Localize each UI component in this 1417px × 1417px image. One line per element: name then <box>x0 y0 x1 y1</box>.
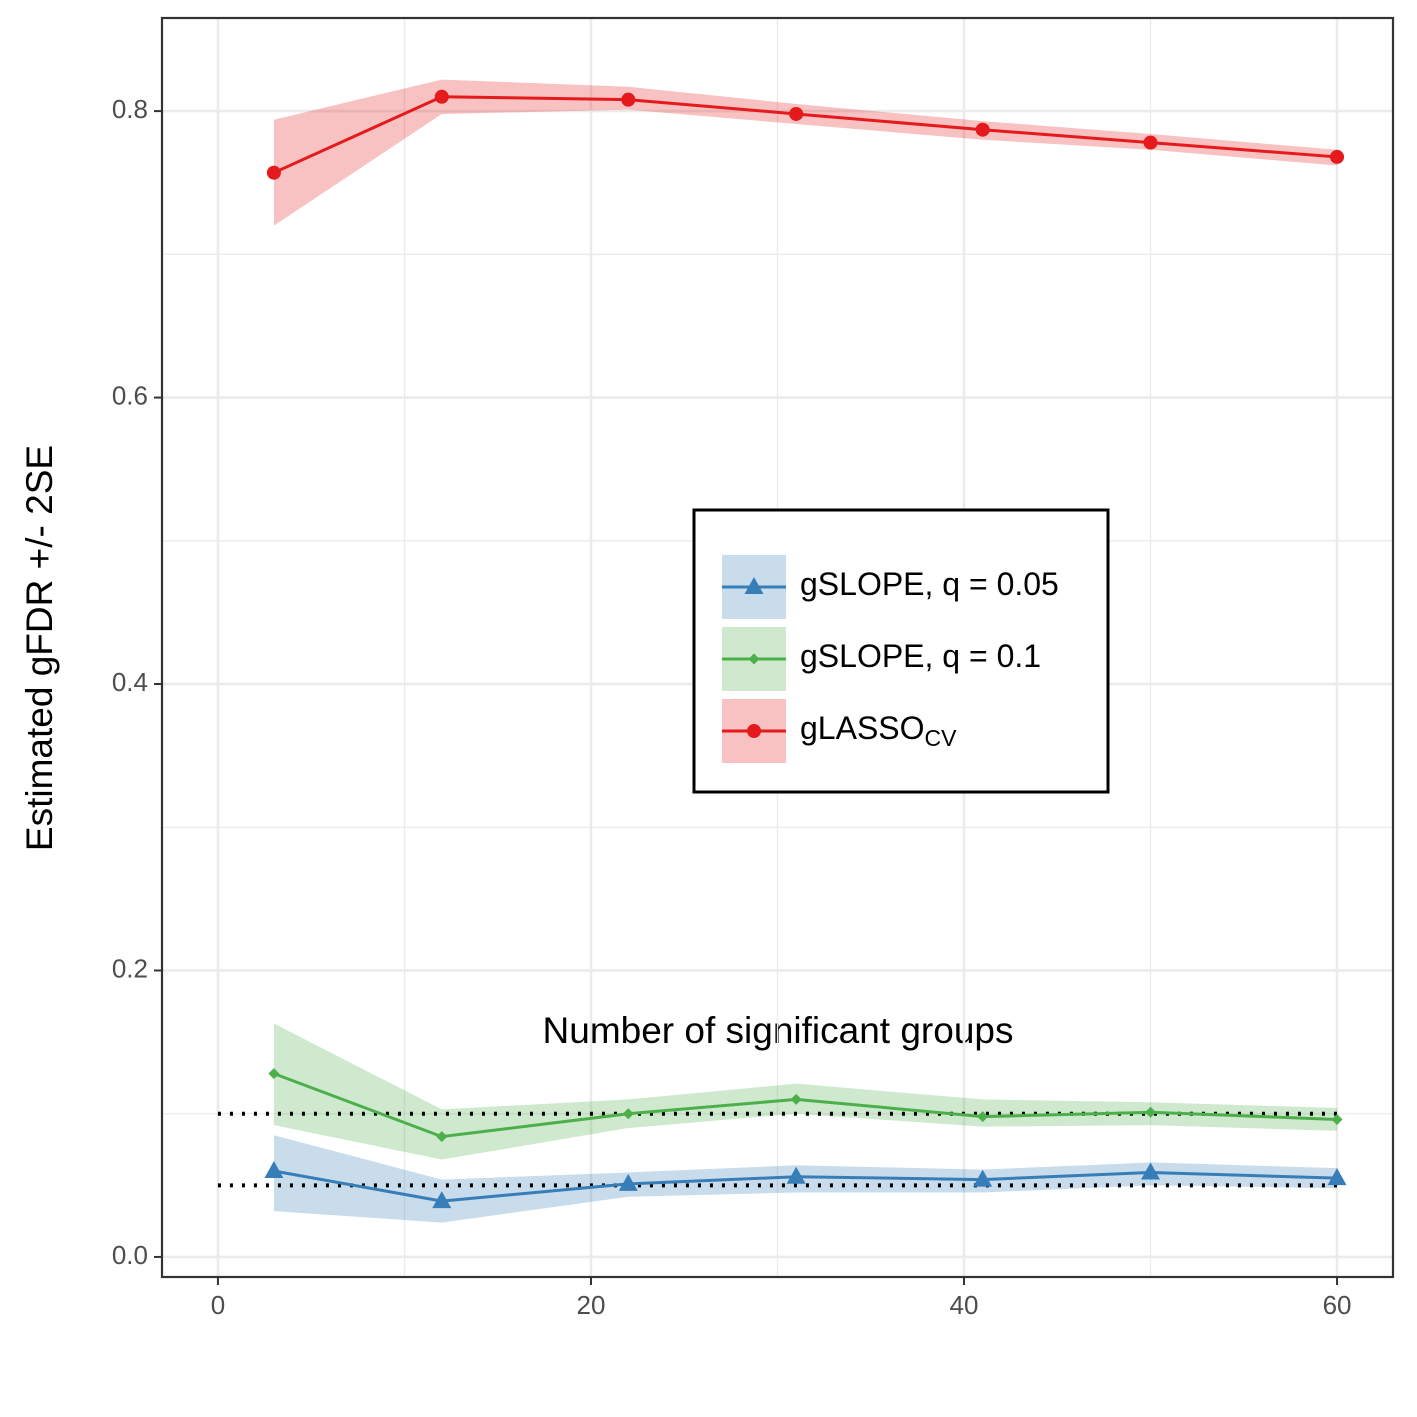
legend-label: gLASSOCV <box>800 710 957 751</box>
error-ribbon <box>273 79 1338 226</box>
point <box>1330 149 1345 164</box>
point <box>1331 1113 1343 1125</box>
point <box>618 1173 638 1191</box>
point <box>744 577 764 594</box>
point <box>977 1111 989 1123</box>
point <box>1327 1168 1347 1186</box>
point <box>748 653 760 665</box>
y-tick-label: 0.8 <box>112 94 148 124</box>
legend-name: gLASSO <box>800 710 925 746</box>
y-tick-label: 0.6 <box>112 380 148 410</box>
point <box>266 165 281 180</box>
point <box>436 1131 448 1143</box>
point <box>621 92 636 107</box>
point <box>1143 135 1158 150</box>
y-tick-label: 0.4 <box>112 667 148 697</box>
point <box>786 1166 806 1184</box>
point <box>434 89 449 104</box>
y-tick-label: 0.0 <box>112 1240 148 1270</box>
legend-name: gSLOPE, q = 0.05 <box>800 566 1059 602</box>
point <box>747 724 761 738</box>
point <box>264 1161 284 1179</box>
point <box>268 1068 280 1080</box>
point <box>975 122 990 137</box>
legend-subscript: CV <box>925 725 958 751</box>
plot-frame <box>160 16 1395 1279</box>
point <box>790 1093 802 1105</box>
point <box>432 1191 452 1209</box>
point <box>622 1108 634 1120</box>
point <box>1145 1106 1157 1118</box>
x-tick-label: 0 <box>211 1290 225 1320</box>
error-ribbon <box>273 1135 1338 1223</box>
point <box>1141 1162 1161 1180</box>
legend-box <box>692 508 1110 794</box>
y-axis-title: Estimated gFDR +/- 2SE <box>19 445 60 851</box>
legend-name: gSLOPE, q = 0.1 <box>800 638 1041 674</box>
x-tick-label: 20 <box>577 1290 606 1320</box>
legend-label: gSLOPE, q = 0.05 <box>800 566 1059 602</box>
x-tick-label: 40 <box>950 1290 979 1320</box>
x-tick-label: 60 <box>1323 1290 1352 1320</box>
y-tick-label: 0.2 <box>112 953 148 983</box>
legend-label: gSLOPE, q = 0.1 <box>800 638 1041 674</box>
point <box>789 106 804 121</box>
point <box>973 1169 993 1187</box>
